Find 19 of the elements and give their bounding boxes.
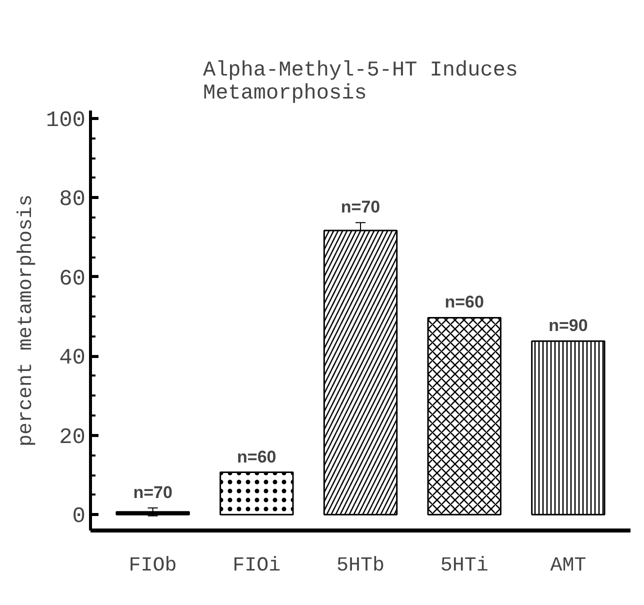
x-tick-label: AMT bbox=[550, 554, 586, 578]
x-tick-label: 5HTi bbox=[440, 554, 488, 578]
y-tick-label: 0 bbox=[72, 504, 86, 530]
y-tick-label: 40 bbox=[59, 346, 86, 371]
annotation: n=70 bbox=[340, 198, 380, 217]
x-tick-label: 5HTb bbox=[336, 554, 385, 578]
y-tick-label: 100 bbox=[46, 108, 86, 133]
annotation: n=60 bbox=[444, 292, 484, 312]
annotation: n=90 bbox=[548, 316, 588, 336]
y-tick-label: 80 bbox=[59, 187, 86, 212]
annotation: n=60 bbox=[237, 447, 276, 466]
x-tick-label: FIOi bbox=[232, 554, 281, 578]
y-tick-label: 20 bbox=[59, 424, 86, 450]
annotation: n=70 bbox=[133, 482, 172, 502]
bar bbox=[116, 511, 190, 516]
y-tick-label: 60 bbox=[59, 266, 86, 292]
y-axis-title: percent metamorphosis bbox=[14, 194, 38, 447]
x-tick-label: FIOb bbox=[128, 554, 177, 578]
chart-title: Alpha-Methyl-5-HT Induces Metamorphosis bbox=[202, 60, 518, 106]
